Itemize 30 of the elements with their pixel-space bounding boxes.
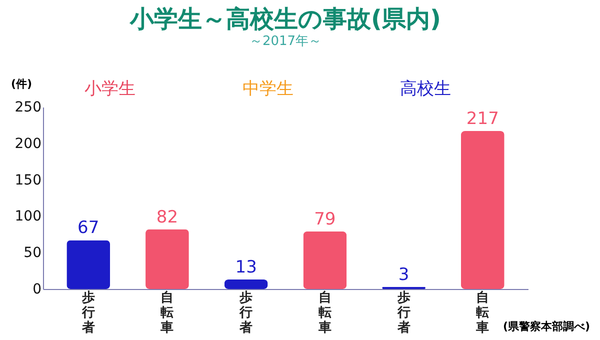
y-tick-label: 200 [14, 136, 42, 152]
bar [224, 280, 268, 289]
text: 小学生 [84, 79, 136, 99]
data-label: 13 [235, 258, 257, 278]
data-label: 3 [398, 264, 410, 285]
text: (県警察本部調べ) [502, 320, 590, 333]
chart-title: 小学生～高校生の事故(県内) [129, 5, 441, 33]
bar [66, 240, 110, 289]
data-label: 79 [314, 209, 336, 230]
x-tick-label: 自転車 [317, 290, 332, 336]
data-label: 67 [78, 218, 100, 238]
y-tick-label: 50 [24, 245, 42, 262]
bar [460, 131, 504, 289]
x-tick-label: 自転車 [160, 290, 174, 336]
x-tick-label: 歩行者 [238, 290, 253, 336]
chart-subtitle: ～2017年～ [249, 34, 322, 49]
bar [146, 229, 189, 289]
y-tick-label: 0 [32, 282, 42, 298]
x-tick-label: 歩行者 [396, 290, 410, 336]
y-axis-title: (件) [10, 78, 32, 90]
y-tick-label: 150 [14, 172, 42, 188]
data-label: 217 [466, 109, 499, 130]
x-tick-label: 歩行者 [80, 290, 95, 336]
text: 高校生 [400, 79, 451, 99]
y-tick-label: 100 [14, 208, 42, 225]
bar [303, 231, 347, 289]
data-label: 82 [156, 207, 178, 228]
text: 中学生 [242, 79, 294, 99]
y-tick-label: 250 [14, 100, 42, 116]
x-tick-label: 自転車 [475, 290, 490, 336]
